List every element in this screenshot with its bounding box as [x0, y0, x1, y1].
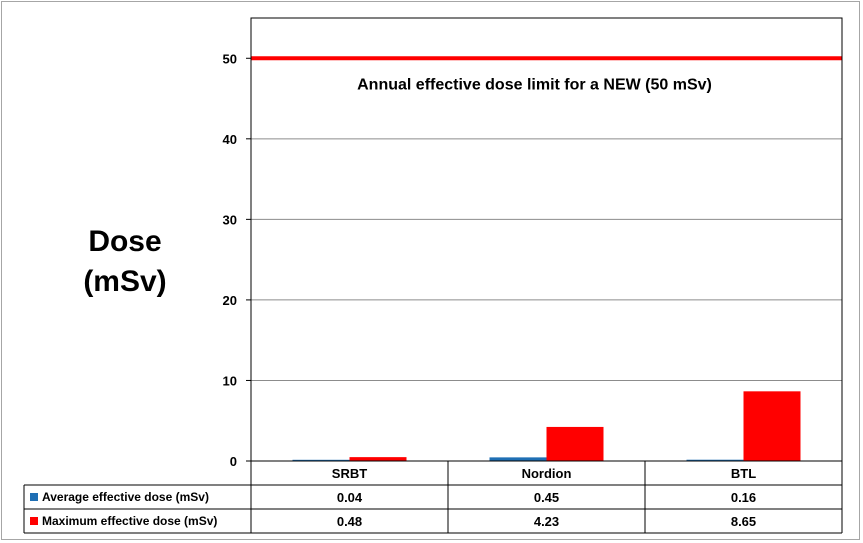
- bar-nordion-series-1: [489, 457, 547, 461]
- bar-nordion-series-2: [546, 426, 604, 461]
- data-label-srbt-series-1: 0.04: [337, 490, 363, 505]
- data-label-btl-series-1: 0.16: [731, 490, 756, 505]
- data-label-nordion-series-2: 4.23: [534, 514, 559, 529]
- data-table: SRBT Nordion BTL Average effective dose (mS…: [23, 460, 843, 534]
- legend-label-series-2: Maximum effective dose (mSv): [42, 514, 217, 528]
- data-label-srbt-series-2: 0.48: [337, 514, 362, 529]
- y-axis-label: Dose (mSv): [60, 222, 190, 302]
- category-label-btl: BTL: [731, 466, 756, 481]
- bar-btl-series-2: [743, 391, 801, 461]
- bar-srbt-series-2: [349, 457, 407, 461]
- y-axis-label-line-1: Dose: [88, 225, 162, 258]
- bars: [292, 391, 801, 461]
- y-tick-label: 0: [230, 454, 237, 469]
- y-tick-label: 10: [223, 373, 237, 388]
- category-label-nordion: Nordion: [522, 466, 572, 481]
- y-axis-label-line-2: (mSv): [83, 265, 167, 298]
- legend-key-series-2: [30, 517, 38, 525]
- category-label-srbt: SRBT: [332, 466, 367, 481]
- gridlines: [251, 57, 842, 381]
- y-tick-label: 40: [223, 132, 237, 147]
- y-tick-label: 30: [223, 212, 237, 227]
- y-tick-label: 20: [223, 293, 237, 308]
- reference-line-label: Annual effective dose limit for a NEW (5…: [357, 76, 712, 93]
- legend-key-series-1: [30, 493, 38, 501]
- y-tick-label: 50: [223, 51, 237, 66]
- data-label-nordion-series-1: 0.45: [534, 490, 559, 505]
- bar-btl-series-1: [686, 459, 744, 461]
- reference-line-group: Annual effective dose limit for a NEW (5…: [251, 56, 842, 93]
- bar-srbt-series-1: [292, 459, 350, 461]
- legend-label-series-1: Average effective dose (mSv): [42, 490, 209, 504]
- data-label-btl-series-2: 8.65: [731, 514, 756, 529]
